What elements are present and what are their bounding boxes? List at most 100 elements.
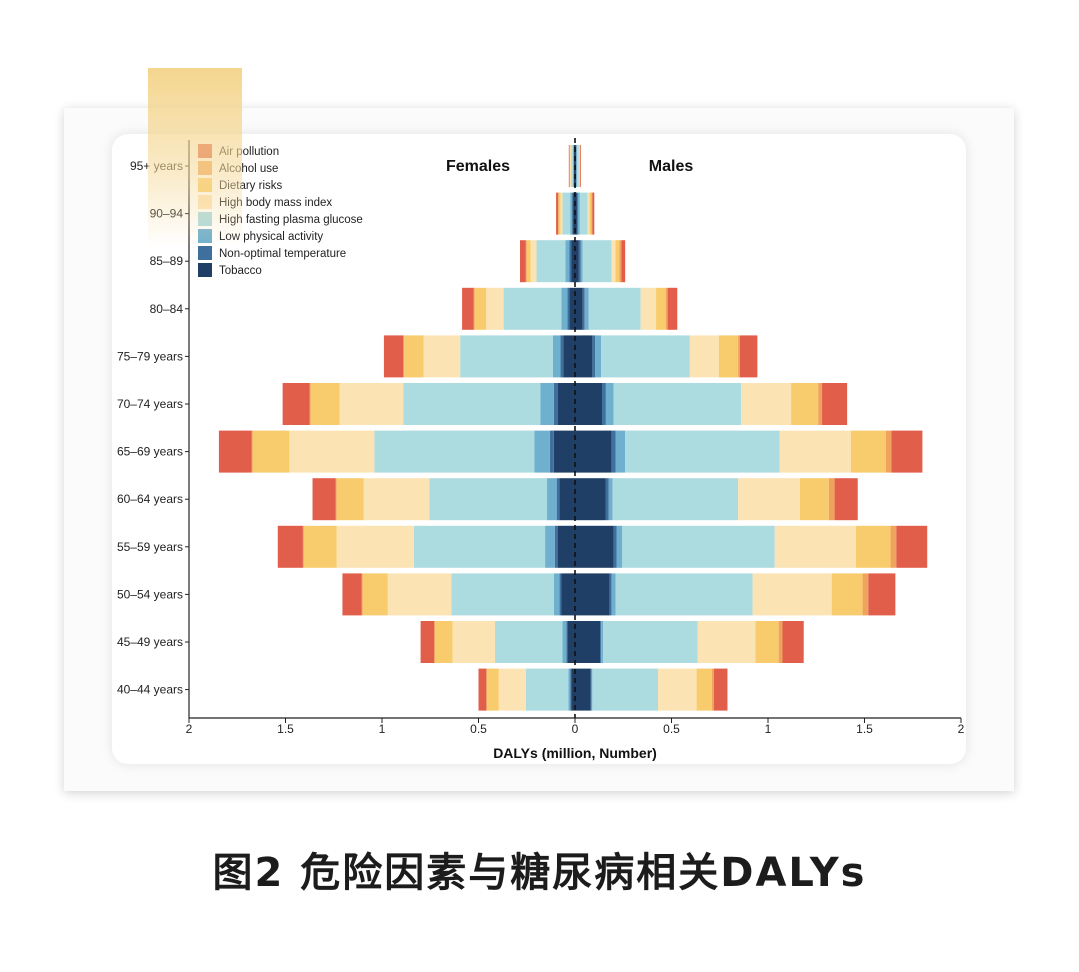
- bar-male-80-84-high-fasting-plasma-glucose: [588, 287, 641, 330]
- y-tick-label: 70–74 years: [117, 397, 183, 411]
- bar-male-85-89-tobacco: [575, 240, 579, 283]
- bar-female-50-54-years-non-optimal-temperature: [559, 573, 562, 616]
- bar-female-80-84-tobacco: [569, 287, 575, 330]
- bar-female-40-44-years-air-pollution: [478, 668, 487, 711]
- bar-male-65-69-years-high-fasting-plasma-glucose: [625, 430, 780, 473]
- bar-male-65-69-years-high-body-mass-index: [779, 430, 851, 473]
- bar-female-65-69-years-high-body-mass-index: [289, 430, 375, 473]
- bar-female-70-74-years-high-body-mass-index: [339, 383, 404, 425]
- legend-swatch: [198, 263, 212, 277]
- bar-male-90-94-high-body-mass-index: [587, 192, 590, 235]
- bar-male-55-59-years-alcohol-use: [890, 525, 897, 568]
- bar-male-50-54-years-air-pollution: [868, 573, 896, 616]
- bar-male-50-54-years-high-fasting-plasma-glucose: [615, 573, 753, 616]
- bar-male-70-74-years-alcohol-use: [818, 383, 823, 425]
- bar-male-75-79-years-low-physical-activity: [595, 335, 602, 378]
- bar-female-90-94-non-optimal-temperature: [572, 192, 574, 235]
- bar-male-70-74-years-tobacco: [575, 383, 603, 425]
- bar-male-65-69-years-non-optimal-temperature: [611, 430, 616, 473]
- bar-female-65-69-years-tobacco: [553, 430, 575, 473]
- bar-male-90-94-low-physical-activity: [577, 192, 580, 235]
- bar-male-55-59-years-air-pollution: [896, 525, 928, 568]
- bar-female-50-54-years-low-physical-activity: [553, 573, 560, 616]
- bar-female-90-94-low-physical-activity: [570, 192, 573, 235]
- bar-male-75-79-years-dietary-risks: [718, 335, 739, 378]
- bar-female-75-79-years-non-optimal-temperature: [560, 335, 564, 378]
- bar-male-55-59-years-low-physical-activity: [616, 525, 623, 568]
- bar-female-85-89-high-body-mass-index: [530, 240, 537, 283]
- legend-swatch: [198, 246, 212, 260]
- bar-male-40-44-years-non-optimal-temperature: [590, 668, 592, 711]
- bar-female-85-89-air-pollution: [519, 240, 526, 283]
- bar-male-60-64-years-high-body-mass-index: [738, 478, 800, 521]
- y-tick-label: 85–89: [150, 254, 184, 268]
- y-tick-label: 45–49 years: [117, 635, 183, 649]
- bar-male-85-89-dietary-risks: [615, 240, 620, 283]
- bar-female-85-89-tobacco: [571, 240, 575, 283]
- bar-female-55-59-years-high-fasting-plasma-glucose: [413, 525, 546, 568]
- bar-female-70-74-years-air-pollution: [282, 383, 310, 425]
- y-tick-label: 40–44 years: [117, 683, 183, 697]
- legend-label: High fasting plasma glucose: [219, 214, 363, 226]
- bar-male-95-years-air-pollution: [580, 145, 581, 187]
- bar-male-75-79-years-high-body-mass-index: [689, 335, 719, 378]
- legend-label: Tobacco: [219, 265, 262, 277]
- bar-male-50-54-years-low-physical-activity: [611, 573, 616, 616]
- bar-male-60-64-years-dietary-risks: [799, 478, 829, 521]
- bar-female-65-69-years-air-pollution: [218, 430, 252, 473]
- bar-female-45-49-years-dietary-risks: [435, 621, 453, 663]
- bar-male-60-64-years-tobacco: [575, 478, 606, 521]
- bar-female-90-94-high-body-mass-index: [560, 192, 563, 235]
- bar-male-60-64-years-non-optimal-temperature: [605, 478, 609, 521]
- bar-female-45-49-years-tobacco: [567, 621, 575, 663]
- bar-male-60-64-years-alcohol-use: [828, 478, 835, 521]
- bar-female-40-44-years-tobacco: [571, 668, 575, 711]
- bar-male-50-54-years-non-optimal-temperature: [609, 573, 612, 616]
- bar-female-55-59-years-air-pollution: [277, 525, 303, 568]
- bar-female-60-64-years-air-pollution: [312, 478, 336, 521]
- x-tick-label: 1: [765, 722, 772, 736]
- bar-male-40-44-years-tobacco: [575, 668, 591, 711]
- bar-male-95-years-high-body-mass-index: [578, 145, 580, 187]
- bar-male-90-94-non-optimal-temperature: [576, 192, 578, 235]
- bar-female-40-44-years-low-physical-activity: [568, 668, 571, 711]
- bar-female-90-94-air-pollution: [556, 192, 559, 235]
- bar-female-65-69-years-alcohol-use: [251, 430, 253, 473]
- bar-male-85-89-air-pollution: [621, 240, 626, 283]
- bar-female-80-84-alcohol-use: [473, 287, 475, 330]
- x-tick-label: 2: [186, 722, 193, 736]
- bar-female-90-94-tobacco: [573, 192, 575, 235]
- bar-female-70-74-years-non-optimal-temperature: [553, 383, 558, 425]
- bar-female-85-89-non-optimal-temperature: [569, 240, 572, 283]
- bar-female-60-64-years-alcohol-use: [335, 478, 337, 521]
- bar-male-65-69-years-tobacco: [575, 430, 612, 473]
- bar-female-80-84-air-pollution: [462, 287, 474, 330]
- bar-female-95-years-air-pollution: [568, 145, 570, 187]
- bar-female-40-44-years-dietary-risks: [487, 668, 499, 711]
- x-tick-label: 1: [379, 722, 386, 736]
- bar-female-45-49-years-low-physical-activity: [562, 621, 567, 663]
- bar-female-95-years-low-physical-activity: [573, 145, 574, 187]
- bar-male-45-49-years-tobacco: [575, 621, 601, 663]
- bar-male-45-49-years-dietary-risks: [755, 621, 779, 663]
- y-tick-label: 50–54 years: [117, 587, 183, 601]
- x-tick-label: 2: [958, 722, 965, 736]
- bar-female-50-54-years-high-fasting-plasma-glucose: [451, 573, 554, 616]
- bar-female-60-64-years-high-body-mass-index: [363, 478, 430, 521]
- bar-female-70-74-years-alcohol-use: [309, 383, 311, 425]
- bar-male-90-94-high-fasting-plasma-glucose: [579, 192, 588, 235]
- bar-male-60-64-years-low-physical-activity: [608, 478, 613, 521]
- bar-male-55-59-years-tobacco: [575, 525, 614, 568]
- legend-swatch: [198, 195, 212, 209]
- bar-female-85-89-dietary-risks: [526, 240, 531, 283]
- bar-male-80-84-high-body-mass-index: [640, 287, 657, 330]
- bar-female-85-89-high-fasting-plasma-glucose: [536, 240, 566, 283]
- bar-male-55-59-years-high-body-mass-index: [774, 525, 856, 568]
- bar-male-75-79-years-air-pollution: [740, 335, 758, 378]
- legend-swatch: [198, 229, 212, 243]
- y-tick-label: 60–64 years: [117, 492, 183, 506]
- y-tick-label: 95+ years: [130, 159, 183, 173]
- bar-female-75-79-years-high-fasting-plasma-glucose: [460, 335, 553, 378]
- bar-male-45-49-years-non-optimal-temperature: [600, 621, 602, 663]
- bar-female-75-79-years-alcohol-use: [403, 335, 405, 378]
